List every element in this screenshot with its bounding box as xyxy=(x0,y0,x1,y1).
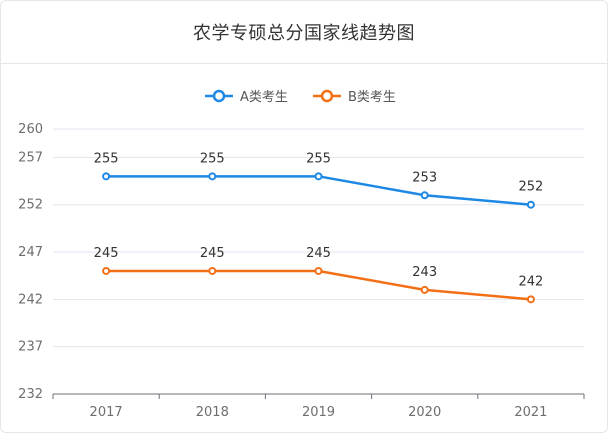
grid-lines xyxy=(53,128,584,348)
y-tick-label: 247 xyxy=(18,245,43,260)
chart-title: 农学专硕总分国家线趋势图 xyxy=(193,23,415,44)
legend-item-a[interactable]: A类考生 xyxy=(205,89,288,105)
y-axis-ticks: 232 237 242 247 252 257 260 xyxy=(18,122,43,402)
series-b: 245 245 245 243 242 xyxy=(94,246,543,304)
chart-header: 农学专硕总分国家线趋势图 xyxy=(1,1,607,64)
legend-label: B类考生 xyxy=(348,90,396,105)
y-tick-label: 252 xyxy=(18,198,43,213)
y-tick-label: 237 xyxy=(18,340,43,355)
x-tick-label: 2017 xyxy=(90,405,123,420)
data-point[interactable] xyxy=(314,172,323,181)
legend-swatch-marker xyxy=(320,89,334,103)
data-point[interactable] xyxy=(208,172,217,181)
data-label: 255 xyxy=(200,151,225,166)
data-label: 245 xyxy=(200,246,225,261)
y-tick-label: 260 xyxy=(18,122,43,137)
series-a: 255 255 255 253 252 xyxy=(94,151,543,209)
data-point[interactable] xyxy=(102,172,111,181)
data-point[interactable] xyxy=(526,200,535,209)
data-label: 255 xyxy=(94,151,119,166)
series-line xyxy=(106,175,532,206)
series-group: 255 255 255 253 252 245 245 245 243 242 xyxy=(94,151,543,304)
series-line xyxy=(106,269,532,301)
y-tick-label: 232 xyxy=(18,387,43,402)
data-point[interactable] xyxy=(420,191,429,200)
legend-label: A类考生 xyxy=(240,90,288,105)
data-point[interactable] xyxy=(526,295,535,304)
x-tick-label: 2021 xyxy=(514,405,547,420)
data-label: 252 xyxy=(518,180,543,195)
data-label: 245 xyxy=(94,246,119,261)
data-label: 245 xyxy=(306,246,331,261)
data-label: 253 xyxy=(412,170,437,185)
x-tick-label: 2019 xyxy=(302,405,335,420)
x-tick-label: 2020 xyxy=(408,405,441,420)
y-tick-label: 257 xyxy=(18,150,43,165)
data-label: 243 xyxy=(412,265,437,280)
y-tick-label: 242 xyxy=(18,292,43,307)
data-point[interactable] xyxy=(208,266,217,275)
legend-swatch-marker xyxy=(212,89,226,103)
data-point[interactable] xyxy=(314,266,323,275)
x-axis: 2017 2018 2019 2020 2021 xyxy=(52,393,585,420)
data-point[interactable] xyxy=(420,285,429,294)
data-point[interactable] xyxy=(102,266,111,275)
x-tick-label: 2018 xyxy=(196,405,229,420)
legend-item-b[interactable]: B类考生 xyxy=(313,89,396,105)
legend[interactable]: A类考生 B类考生 xyxy=(205,89,396,105)
data-label: 242 xyxy=(518,274,543,289)
data-label: 255 xyxy=(306,151,331,166)
